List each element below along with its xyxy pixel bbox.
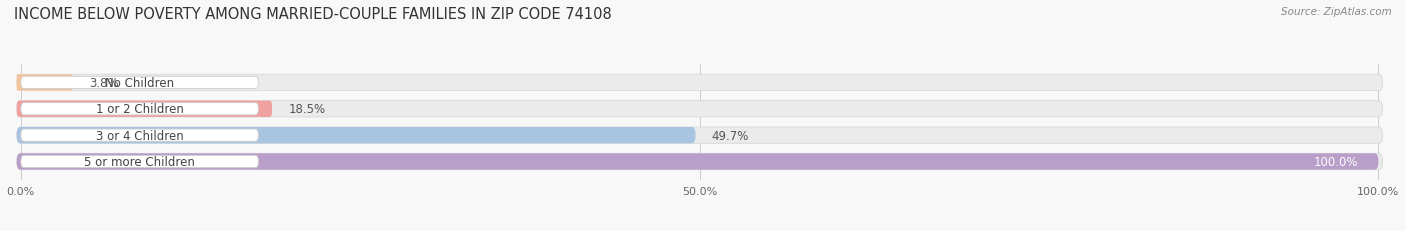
Text: 49.7%: 49.7% (711, 129, 749, 142)
FancyBboxPatch shape (21, 129, 259, 142)
Text: 5 or more Children: 5 or more Children (84, 155, 195, 168)
FancyBboxPatch shape (17, 154, 1382, 170)
FancyBboxPatch shape (21, 156, 259, 168)
FancyBboxPatch shape (17, 154, 1378, 170)
Text: INCOME BELOW POVERTY AMONG MARRIED-COUPLE FAMILIES IN ZIP CODE 74108: INCOME BELOW POVERTY AMONG MARRIED-COUPL… (14, 7, 612, 22)
FancyBboxPatch shape (17, 101, 1382, 117)
Text: 18.5%: 18.5% (288, 103, 325, 116)
FancyBboxPatch shape (17, 128, 696, 144)
FancyBboxPatch shape (21, 77, 259, 89)
FancyBboxPatch shape (21, 103, 259, 116)
FancyBboxPatch shape (17, 75, 1382, 91)
Text: 3 or 4 Children: 3 or 4 Children (96, 129, 184, 142)
Text: 100.0%: 100.0% (1313, 155, 1358, 168)
FancyBboxPatch shape (17, 75, 73, 91)
Text: 3.8%: 3.8% (89, 77, 118, 90)
Text: 1 or 2 Children: 1 or 2 Children (96, 103, 184, 116)
Text: Source: ZipAtlas.com: Source: ZipAtlas.com (1281, 7, 1392, 17)
Text: No Children: No Children (105, 77, 174, 90)
FancyBboxPatch shape (17, 128, 1382, 144)
FancyBboxPatch shape (17, 101, 271, 117)
